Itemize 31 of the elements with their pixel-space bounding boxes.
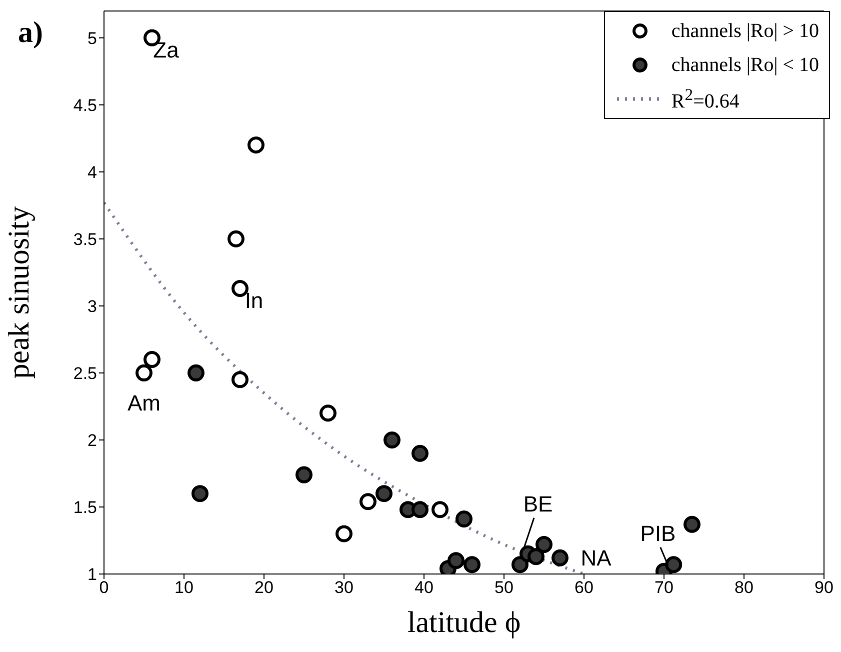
y-tick-label: 4 bbox=[88, 162, 97, 182]
legend-label: R$^{2}$=0.64 bbox=[671, 84, 740, 114]
x-tick-label: 60 bbox=[574, 578, 594, 598]
legend-label: channels |Ro| > 10 bbox=[671, 20, 819, 42]
y-tick-label: 1.5 bbox=[73, 498, 97, 518]
annotation: NA bbox=[580, 545, 612, 570]
x-tick-label: 40 bbox=[414, 578, 434, 598]
x-tick-label: 10 bbox=[174, 578, 194, 598]
y-tick-label: 2 bbox=[88, 430, 97, 450]
x-tick-label: 80 bbox=[734, 578, 754, 598]
annotation: In bbox=[244, 288, 264, 313]
x-tick-label: 70 bbox=[654, 578, 674, 598]
x-axis-title: latitude ϕ bbox=[407, 606, 521, 639]
y-tick-label: 4.5 bbox=[73, 96, 97, 115]
y-tick-label: 5 bbox=[88, 28, 97, 48]
y-tick-label: 2.5 bbox=[73, 364, 97, 383]
x-tick-label: 0 bbox=[99, 578, 109, 598]
x-tick-label: 90 bbox=[814, 578, 834, 598]
annotation: Am bbox=[128, 390, 160, 416]
text: a) bbox=[18, 16, 43, 50]
y-axis-title: peak sinuosity bbox=[2, 206, 36, 379]
x-tick-label: 30 bbox=[334, 578, 354, 598]
x-tick-label: 50 bbox=[494, 578, 514, 598]
y-tick-label: 3 bbox=[88, 296, 97, 316]
annotation: PIB bbox=[640, 520, 676, 546]
legend-label: channels |Ro| < 10 bbox=[671, 54, 819, 76]
y-tick-label: 3.5 bbox=[73, 230, 97, 249]
y-tick-label: 1 bbox=[88, 565, 97, 584]
annotation: BE bbox=[523, 491, 553, 516]
annotation: Za bbox=[153, 37, 180, 62]
x-tick-label: 20 bbox=[254, 578, 274, 598]
